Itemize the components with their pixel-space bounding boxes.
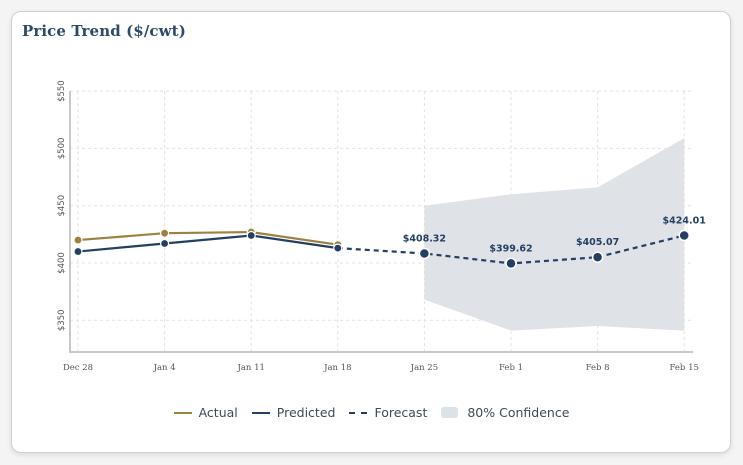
x-tick-label: Jan 4 (153, 363, 176, 373)
actual-point (73, 235, 83, 245)
y-tick-label: $500 (57, 138, 67, 160)
actual-point (160, 228, 170, 238)
data-labels: $408.32 $399.62 $405.07 $424.01 (403, 215, 706, 254)
confidence-band-group (424, 138, 685, 331)
forecast-data-label: $405.07 (576, 237, 619, 248)
predicted-point (160, 238, 170, 249)
forecast-data-label: $424.01 (663, 215, 706, 226)
confidence-band (424, 138, 685, 331)
series-points (73, 227, 690, 270)
predicted-point (73, 246, 83, 257)
legend-swatch-actual (173, 411, 192, 414)
legend: Actual Predicted Forecast 80% Confidence (0, 405, 743, 420)
forecast-point (678, 229, 690, 242)
legend-item-actual[interactable]: Actual (173, 405, 238, 420)
legend-label-confidence: 80% Confidence (467, 405, 570, 420)
legend-swatch-confidence (441, 407, 459, 418)
legend-swatch-predicted (251, 411, 270, 414)
legend-label-actual: Actual (198, 405, 238, 420)
forecast-point (505, 257, 517, 270)
x-tick-label: Jan 18 (323, 363, 351, 373)
predicted-point (246, 230, 256, 241)
chart-title: Price Trend ($/cwt) (22, 22, 186, 40)
forecast-data-label: $399.62 (489, 243, 532, 254)
y-tick-label: $350 (57, 309, 67, 331)
legend-item-confidence[interactable]: 80% Confidence (441, 405, 569, 420)
legend-item-predicted[interactable]: Predicted (251, 405, 336, 420)
forecast-point (591, 251, 604, 263)
x-tick-label: Jan 25 (410, 363, 438, 373)
legend-label-forecast: Forecast (374, 405, 428, 420)
axes (69, 91, 693, 353)
tick-labels: $350 $400 $450 $500 $550 Dec 28 Jan 4 Jan 11 Jan… (57, 80, 699, 373)
x-tick-label: Dec 28 (63, 363, 93, 373)
actual-line (77, 230, 338, 246)
y-tick-label: $400 (57, 252, 67, 274)
x-tick-label: Feb 15 (669, 363, 698, 373)
forecast-data-label: $408.32 (403, 233, 446, 244)
legend-label-predicted: Predicted (276, 405, 336, 420)
predicted-line (77, 234, 338, 253)
x-tick-label: Feb 8 (586, 363, 610, 373)
x-tick-label: Feb 1 (499, 363, 523, 373)
legend-item-forecast[interactable]: Forecast (349, 405, 427, 420)
y-tick-label: $450 (57, 195, 67, 217)
legend-swatch-forecast (349, 411, 368, 414)
y-tick-label: $550 (57, 80, 67, 102)
forecast-point (418, 247, 431, 260)
predicted-point (333, 243, 343, 253)
x-tick-label: Jan 11 (236, 363, 264, 373)
